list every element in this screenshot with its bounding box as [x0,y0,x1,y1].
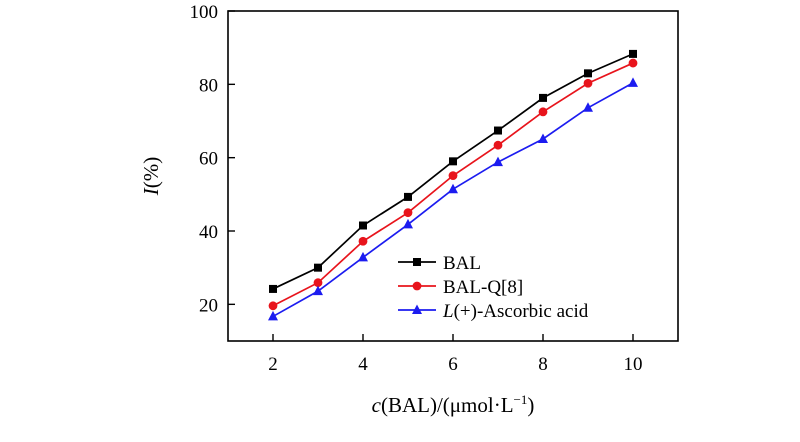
data-point [583,102,593,112]
series-layer [268,49,638,321]
data-point [403,208,413,218]
data-point [629,49,637,58]
x-tick-label: 2 [268,354,278,375]
data-point [494,126,502,135]
series-1 [269,49,637,293]
y-axis: 20 40 60 80 100 [190,2,235,316]
legend-swatch-marker [412,281,422,291]
data-point [539,93,547,102]
data-point [628,58,638,68]
legend-item: BAL [398,253,481,274]
data-point [269,284,277,293]
legend: BAL BAL-Q[8] L(+)-Ascorbic acid [398,253,589,322]
legend-swatch-marker [413,258,421,266]
y-tick-label: 100 [190,2,219,23]
y-tick-label: 40 [199,222,218,243]
legend-swatch-marker [412,304,422,314]
legend-label-italic: L [442,301,454,322]
x-tick-label: 4 [358,354,368,375]
legend-label-text: BAL [443,253,481,274]
legend-item: BAL-Q[8] [398,277,523,298]
y-axis-title: I(%) [139,157,163,196]
x-tick-label: 10 [624,354,643,375]
legend-label-text: (+)-Ascorbic acid [454,301,589,322]
data-point [314,263,322,272]
x-axis-title-sup: −1 [514,392,528,407]
x-tick-label: 6 [448,354,458,375]
y-axis-title-text: (%) [139,157,163,188]
y-tick-label: 20 [199,295,218,316]
data-point [403,218,413,229]
legend-label: L(+)-Ascorbic acid [442,301,589,322]
x-axis: 2 4 6 8 10 [268,334,643,375]
data-point [313,278,323,288]
data-point [448,183,458,194]
series-2 [268,58,638,311]
x-tick-label: 8 [538,354,548,375]
data-point [448,171,458,181]
data-point [358,251,368,262]
data-point [493,140,503,150]
data-point [268,301,278,311]
data-point [538,133,548,143]
data-point [268,310,278,321]
legend-label: BAL [443,253,481,274]
data-point [358,236,368,246]
data-point [493,156,503,167]
x-axis-title-close: ) [527,393,534,417]
y-axis-title-italic: I [139,187,163,196]
data-point [404,192,412,201]
series-3 [268,77,638,321]
y-tick-label: 80 [199,75,218,96]
data-point [538,107,548,117]
data-point [313,285,323,296]
data-point [583,78,593,88]
data-point [628,77,638,87]
legend-item: L(+)-Ascorbic acid [398,301,589,322]
data-point [584,69,592,78]
data-point [359,221,367,230]
x-axis-title-italic: c [372,393,382,417]
legend-label: BAL-Q[8] [443,277,523,298]
x-axis-title-text: (BAL)/(μmol·L [381,393,514,417]
legend-label-text: BAL-Q[8] [443,277,523,298]
data-point [449,157,457,166]
x-axis-title: c(BAL)/(μmol·L−1) [372,392,535,417]
y-tick-label: 60 [199,149,218,170]
